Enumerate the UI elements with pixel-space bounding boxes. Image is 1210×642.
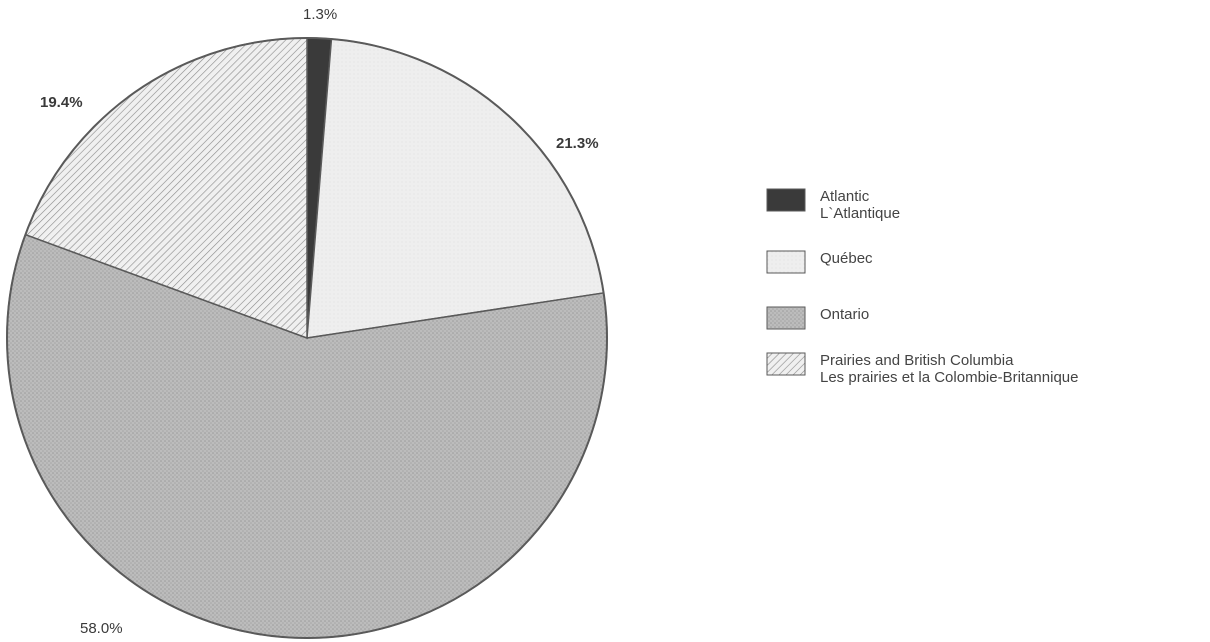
legend-label: Ontario bbox=[820, 306, 870, 323]
legend-item-qu-bec: Québec bbox=[766, 250, 873, 274]
legend-item-ontario: Ontario bbox=[766, 306, 869, 330]
legend-label: Québec bbox=[820, 250, 873, 267]
legend-label: Prairies and British Columbia bbox=[820, 352, 1014, 369]
legend-swatch-atlantic bbox=[766, 188, 806, 212]
pie-outline bbox=[6, 37, 608, 639]
legend-label: Atlantic bbox=[820, 188, 870, 205]
legend-item-prairies-and-british-columbia: Prairies and British Columbia Les prairie… bbox=[766, 352, 1078, 386]
slice-value-label-qu-bec: 21.3% bbox=[556, 135, 599, 152]
legend-item-atlantic: Atlantic L`Atlantique bbox=[766, 188, 900, 222]
legend-label-fr: L`Atlantique bbox=[820, 205, 901, 222]
slice-value-label-atlantic: 1.3% bbox=[303, 6, 337, 23]
pie-slice-qu-bec bbox=[306, 38, 605, 339]
slice-value-label-ontario: 58.0% bbox=[80, 620, 123, 637]
legend-label-fr: Les prairies et la Colombie-Britannique bbox=[820, 369, 1079, 386]
slice-value-label-prairies-and-british-columbia: 19.4% bbox=[40, 94, 83, 111]
legend-swatch-prairies-and-british-columbia bbox=[766, 352, 806, 376]
legend-swatch-ontario bbox=[766, 306, 806, 330]
legend-swatch-qu-bec bbox=[766, 250, 806, 274]
